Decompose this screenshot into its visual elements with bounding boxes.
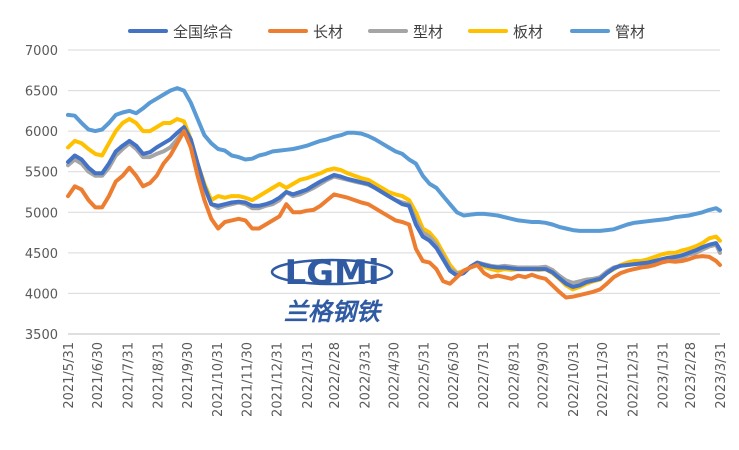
x-tick-label: 2023/2/28 <box>684 342 699 409</box>
x-tick-label: 2022/7/31 <box>477 342 492 409</box>
logo-ring <box>270 258 394 286</box>
x-tick-label: 2021/7/31 <box>121 342 136 409</box>
y-tick-label: 6500 <box>25 85 58 100</box>
x-tick-label: 2021/6/30 <box>91 342 106 409</box>
x-tick-label: 2022/12/31 <box>626 342 641 417</box>
x-tick-label: 2022/10/31 <box>567 342 582 417</box>
series-line-型材 <box>66 129 722 285</box>
series-line-全国综合 <box>66 125 722 289</box>
x-tick-label: 2023/3/31 <box>714 342 729 409</box>
series-lines <box>66 86 722 300</box>
lange-steel-logo-watermark: LGMi 兰格钢铁 <box>270 253 394 326</box>
x-tick-label: 2021/9/30 <box>181 342 196 409</box>
legend-label: 板材 <box>513 23 543 41</box>
logo-lgmi-text: LGMi <box>284 253 379 293</box>
y-tick-label: 6000 <box>25 125 58 140</box>
x-tick-label: 2021/8/31 <box>152 342 167 409</box>
x-tick-label: 2021/12/31 <box>271 342 286 417</box>
legend-label: 型材 <box>413 23 443 41</box>
x-tick-label: 2022/9/30 <box>537 342 552 409</box>
x-tick-label: 2022/6/30 <box>447 342 462 409</box>
series-line-管材 <box>66 86 722 233</box>
x-tick-label: 2023/1/31 <box>656 342 671 409</box>
gridlines <box>68 49 720 294</box>
series-line-长材 <box>66 129 722 300</box>
y-axis-tick-labels: 3500 4000 4500 5000 5500 6000 6500 7000 <box>25 44 58 343</box>
y-tick-label: 4000 <box>25 287 58 302</box>
x-tick-label: 2022/5/31 <box>418 342 433 409</box>
y-tick-label: 5000 <box>25 206 58 221</box>
legend-label: 全国综合 <box>173 23 233 41</box>
x-tick-label: 2022/3/31 <box>358 342 373 409</box>
x-tick-label: 2022/1/31 <box>301 342 316 409</box>
x-tick-label: 2022/8/31 <box>507 342 522 409</box>
x-tick-label: 2022/11/30 <box>596 342 611 417</box>
x-tick-label: 2021/10/31 <box>211 342 226 417</box>
y-tick-label: 4500 <box>25 247 58 262</box>
y-tick-label: 3500 <box>25 328 58 343</box>
x-tick-label: 2021/11/30 <box>240 342 255 417</box>
x-tick-label: 2021/5/31 <box>62 342 77 409</box>
legend-label: 管材 <box>615 23 645 41</box>
y-tick-label: 5500 <box>25 166 58 181</box>
legend-label: 长材 <box>313 23 343 41</box>
x-tick-label: 2022/4/30 <box>388 342 403 409</box>
x-tick-label: 2022/2/28 <box>328 342 343 409</box>
x-axis-tick-labels: 2021/5/31 2021/6/30 2021/7/31 2021/8/31 2021… <box>62 342 729 417</box>
chart-legend: 全国综合 长材 型材 板材 管材 <box>128 23 645 41</box>
logo-company-name: 兰格钢铁 <box>284 298 383 326</box>
y-tick-label: 7000 <box>25 44 58 59</box>
